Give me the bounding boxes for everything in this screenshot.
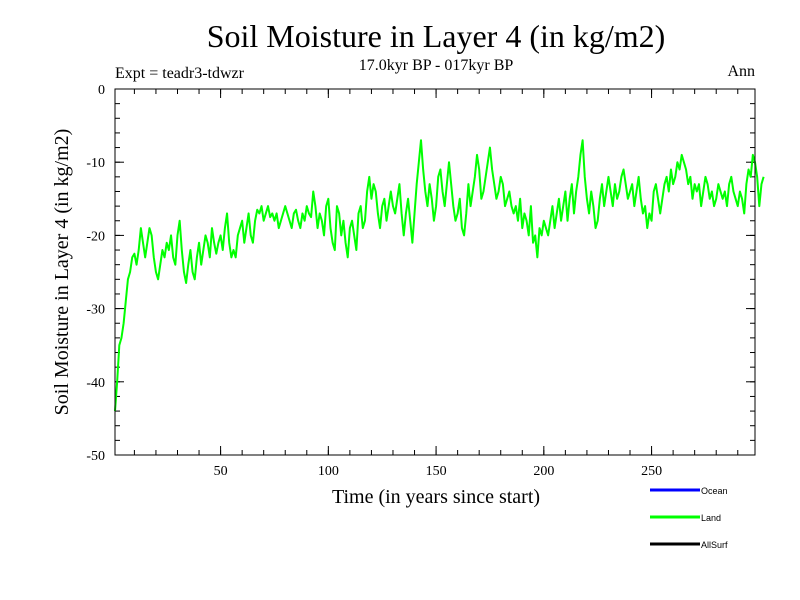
y-tick-label: -30: [86, 303, 105, 318]
legend: Ocean Land AllSurf: [650, 486, 728, 550]
chart-title: Soil Moisture in Layer 4 (in kg/m2): [207, 18, 666, 54]
x-tick-label: 50: [214, 464, 228, 479]
legend-label-allsurf: AllSurf: [701, 540, 728, 550]
x-tick-label: 250: [641, 464, 662, 479]
x-axis-label: Time (in years since start): [332, 486, 540, 508]
y-tick-label: 0: [98, 83, 105, 98]
y-tick-label: -40: [86, 376, 105, 391]
experiment-label: Expt = teadr3-tdwzr: [115, 65, 245, 82]
y-tick-label: -50: [86, 449, 105, 464]
y-tick-label: -10: [86, 156, 105, 171]
plot-frame: [114, 88, 756, 456]
legend-label-ocean: Ocean: [701, 486, 728, 496]
x-tick-label: 200: [533, 464, 554, 479]
y-tick-label: -20: [86, 229, 105, 244]
period-label: Ann: [727, 63, 755, 80]
series-line-land: [114, 139, 765, 412]
x-tick-label: 100: [318, 464, 339, 479]
y-axis-label: Soil Moisture in Layer 4 (in kg/m2): [51, 129, 73, 416]
x-tick-label: 150: [426, 464, 447, 479]
series-lines: [114, 139, 765, 412]
legend-label-land: Land: [701, 513, 721, 523]
chart-subtitle: 17.0kyr BP - 017kyr BP: [359, 57, 514, 74]
x-axis: 50 100 150 200 250: [133, 89, 739, 479]
